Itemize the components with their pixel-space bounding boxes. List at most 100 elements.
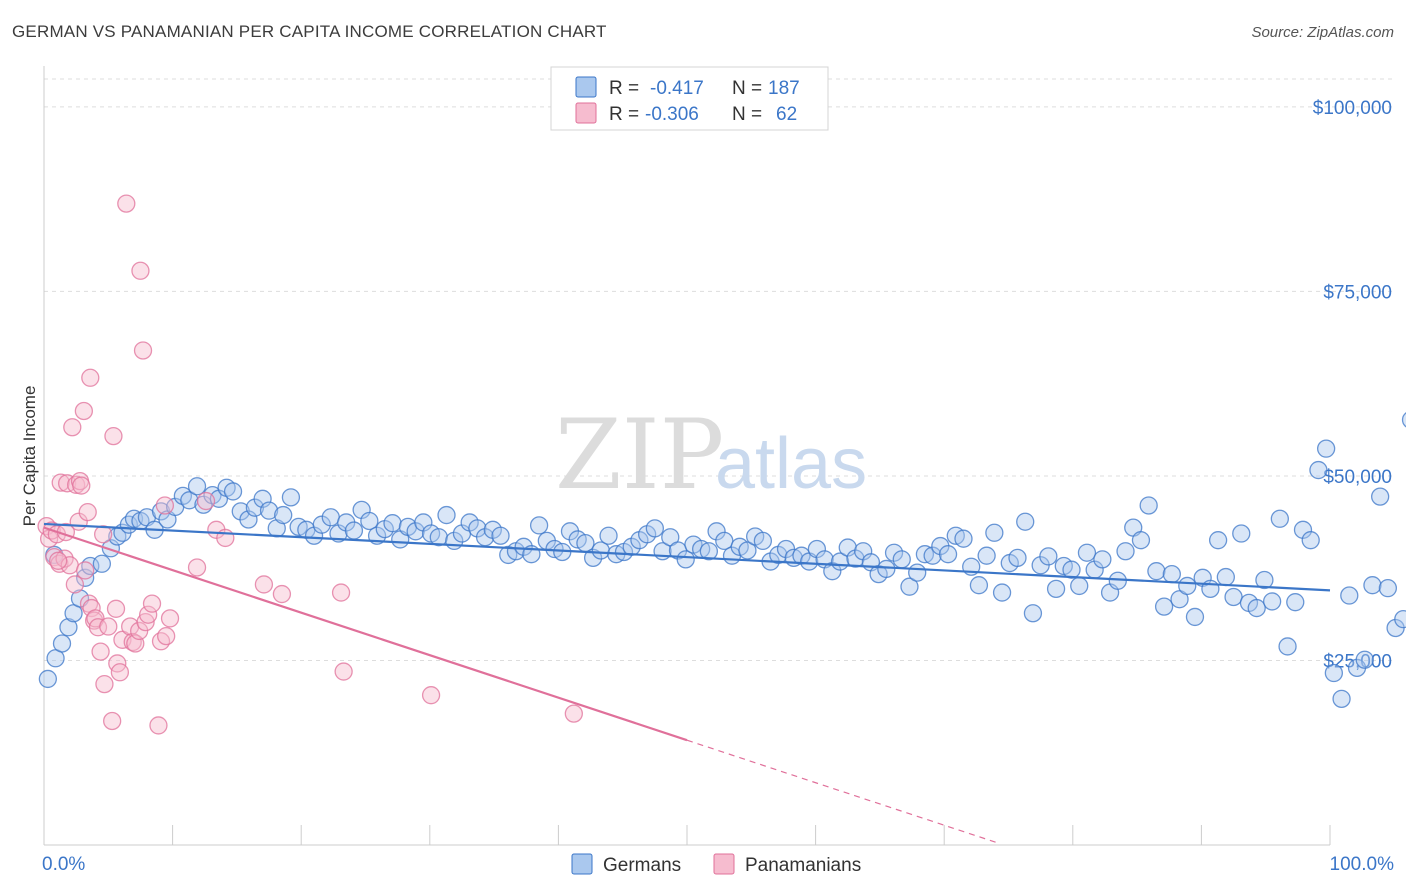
point-panamanians-28: [95, 674, 114, 694]
point-panamanians-31: [104, 426, 123, 446]
point-germans-126: [977, 546, 996, 565]
x-tick-label-end: 100.0%: [1330, 854, 1395, 875]
legend-r-value-germans: -0.417: [650, 78, 704, 99]
point-germans-127: [985, 523, 1004, 542]
point-germans-44: [344, 521, 364, 540]
point-germans-63: [491, 526, 510, 545]
point-panamanians-46: [149, 716, 168, 735]
y-tick-label-2: $75,000: [1323, 282, 1392, 303]
point-panamanians-32: [106, 599, 126, 618]
point-germans-119: [923, 546, 942, 565]
point-panamanians-47: [151, 632, 171, 651]
legend-r-label-germans: R =: [609, 78, 639, 99]
point-panamanians-25: [88, 618, 108, 637]
legend-swatch-germans: [575, 76, 597, 98]
point-panamanians-44: [139, 605, 158, 624]
point-panamanians-42: [133, 341, 153, 360]
point-panamanians-51: [187, 558, 207, 577]
point-germans-164: [1270, 509, 1289, 528]
series-legend-label-panamanians: Panamanians: [745, 855, 861, 876]
point-panamanians-34: [110, 663, 130, 682]
point-panamanians-16: [72, 476, 91, 495]
point-panamanians-59: [421, 686, 441, 705]
point-panamanians-29: [99, 617, 118, 636]
point-germans-146: [1131, 531, 1151, 550]
point-panamanians-12: [65, 575, 85, 594]
point-germans-158: [1224, 587, 1243, 607]
point-germans-163: [1262, 592, 1282, 611]
point-germans-135: [1046, 579, 1066, 599]
point-panamanians-26: [91, 642, 110, 661]
point-germans-0: [38, 669, 58, 689]
point-panamanians-19: [78, 502, 97, 522]
point-germans-152: [1178, 576, 1197, 596]
point-germans-87: [676, 550, 695, 569]
y-tick-labels: $25,000$50,000$75,000$100,000: [1313, 98, 1392, 673]
chart-title: GERMAN VS PANAMANIAN PER CAPITA INCOME C…: [12, 22, 607, 41]
point-germans-161: [1247, 598, 1266, 618]
legend-frame: [550, 66, 829, 131]
data-points: [37, 194, 1406, 735]
point-germans-139: [1077, 543, 1097, 562]
point-germans-181: [1401, 412, 1406, 428]
point-germans-138: [1070, 576, 1089, 596]
point-germans-76: [591, 541, 610, 560]
point-germans-178: [1378, 578, 1398, 598]
legend-swatch-panamanians: [575, 102, 597, 124]
point-panamanians-41: [131, 261, 150, 280]
x-tick-labels: 0.0% 100.0%: [42, 854, 1394, 875]
point-germans-95: [738, 541, 757, 560]
point-germans-2: [52, 634, 72, 653]
point-germans-157: [1216, 567, 1235, 587]
legend-n-value-panamanians: 62: [776, 104, 797, 125]
legend-box: R = -0.417 N = 187 R = -0.306 N = 62: [550, 66, 829, 131]
point-panamanians-56: [272, 584, 292, 604]
point-germans-175: [1355, 650, 1374, 669]
series-legend-label-germans: Germans: [603, 855, 681, 876]
watermark-zip: ZIP: [555, 399, 724, 511]
point-germans-123: [954, 529, 973, 548]
point-germans-36: [281, 488, 301, 507]
point-germans-165: [1278, 637, 1297, 656]
trend-line-germans: [43, 522, 1331, 592]
series-legend-swatch-panamanians: [713, 853, 735, 875]
point-panamanians-43: [136, 612, 155, 632]
point-germans-109: [846, 549, 865, 568]
point-germans-91: [707, 522, 726, 541]
point-panamanians-18: [76, 561, 95, 580]
point-germans-30: [239, 510, 258, 529]
point-germans-10: [101, 539, 121, 558]
point-germans-117: [908, 563, 927, 582]
point-panamanians-50: [160, 609, 180, 628]
point-panamanians-60: [564, 704, 583, 723]
point-germans-130: [1008, 548, 1027, 568]
legend-n-label-germans: N =: [732, 78, 762, 99]
point-germans-148: [1147, 562, 1166, 581]
point-panamanians-11: [63, 418, 82, 437]
source-note: Source: ZipAtlas.com: [1251, 24, 1394, 41]
point-germans-49: [383, 514, 402, 533]
point-germans-166: [1286, 593, 1305, 612]
point-germans-173: [1340, 586, 1359, 605]
point-germans-46: [360, 511, 379, 531]
point-germans-149: [1154, 597, 1174, 616]
point-panamanians-6: [51, 473, 70, 492]
point-germans-116: [900, 577, 919, 596]
point-germans-132: [1023, 604, 1043, 623]
point-germans-147: [1139, 496, 1158, 515]
legend-n-label-panamanians: N =: [732, 104, 762, 125]
point-germans-144: [1116, 542, 1135, 561]
point-germans-162: [1255, 570, 1274, 590]
point-panamanians-48: [155, 496, 175, 515]
point-germans-28: [223, 482, 243, 501]
point-panamanians-21: [81, 368, 100, 387]
point-panamanians-58: [334, 662, 353, 681]
point-germans-41: [321, 508, 340, 527]
point-panamanians-55: [254, 575, 274, 594]
series-panamanians: [37, 194, 583, 735]
point-panamanians-45: [142, 594, 162, 613]
point-germans-115: [892, 550, 911, 569]
axes: [43, 66, 1331, 846]
point-panamanians-52: [196, 491, 216, 511]
point-germans-75: [583, 548, 603, 568]
